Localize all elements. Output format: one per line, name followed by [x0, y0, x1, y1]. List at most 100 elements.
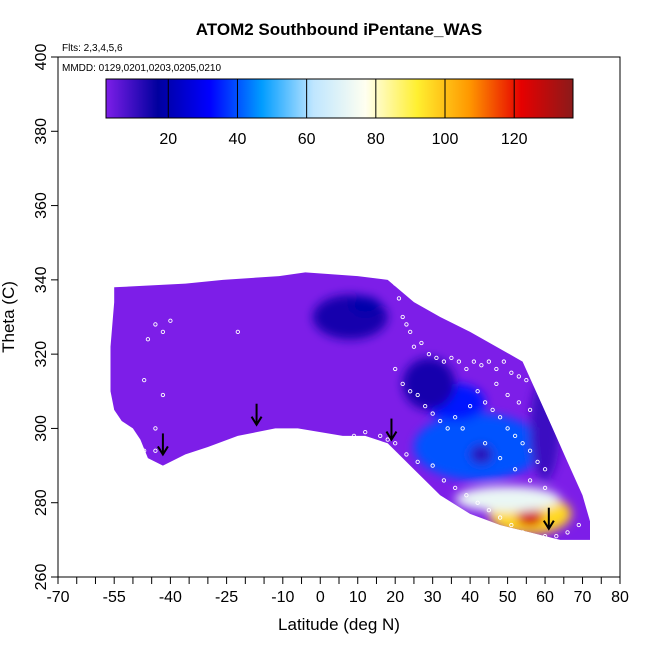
- observation-point: [527, 407, 533, 413]
- x-tick-label: 10: [349, 589, 367, 606]
- y-tick-label: 260: [33, 564, 50, 591]
- observation-point: [542, 533, 548, 539]
- observation-point: [408, 329, 413, 335]
- observation-point: [430, 411, 435, 416]
- tropopause-arrow: [542, 507, 555, 531]
- x-tick-label: 70: [574, 589, 592, 606]
- observation-point: [160, 329, 166, 335]
- observation-point: [153, 448, 158, 453]
- observation-point: [565, 433, 570, 439]
- tropopause-arrow: [385, 418, 398, 442]
- observation-point: [576, 522, 581, 528]
- observation-point: [516, 374, 521, 379]
- x-tick-label: -10: [271, 589, 294, 606]
- observation-point: [393, 441, 398, 446]
- field-features-blurred: [312, 294, 572, 535]
- observation-point: [550, 400, 555, 405]
- observation-point: [486, 359, 492, 364]
- observation-point: [441, 359, 447, 364]
- y-tick-label: 340: [33, 266, 50, 293]
- observation-point: [452, 485, 458, 491]
- observation-point: [385, 270, 390, 275]
- field-feature-dark-core-upper: [350, 296, 381, 316]
- observation-point: [497, 455, 503, 461]
- observation-point: [527, 478, 533, 483]
- observation-point: [509, 370, 514, 375]
- observation-point: [168, 318, 173, 323]
- x-axis-label: Latitude (deg N): [278, 615, 400, 634]
- observation-point: [438, 418, 443, 424]
- observation-point: [497, 515, 503, 520]
- y-tick-label: 380: [33, 118, 50, 145]
- observation-point: [441, 478, 447, 483]
- colorbar-tick-label: 60: [298, 131, 316, 148]
- observation-point: [531, 533, 536, 539]
- y-tick-label: 280: [33, 489, 50, 516]
- observation-point: [524, 377, 529, 383]
- observation-point: [363, 429, 368, 435]
- colorbar-tick-label: 120: [501, 131, 528, 148]
- observation-point: [520, 530, 525, 535]
- observation-point: [482, 400, 488, 405]
- observation-point: [404, 452, 409, 457]
- field-feature-light-band-upper: [455, 486, 561, 512]
- observation-point: [445, 426, 450, 431]
- observation-point: [351, 433, 357, 439]
- observation-point: [408, 389, 413, 394]
- x-tick-label: -70: [46, 589, 69, 606]
- tropopause-arrows: [157, 403, 555, 531]
- observation-point: [400, 314, 405, 320]
- colorbar-tick-label: 20: [159, 131, 177, 148]
- observation-point: [479, 363, 484, 368]
- concentration-field: [110, 272, 590, 540]
- observation-point: [494, 381, 499, 387]
- observation-point: [153, 322, 158, 327]
- x-tick-label: 0: [316, 589, 325, 606]
- observation-point: [415, 392, 420, 398]
- observation-point: [415, 459, 420, 465]
- observation-point: [142, 448, 147, 453]
- observation-point: [160, 392, 166, 398]
- observation-point: [396, 296, 402, 301]
- observation-point: [565, 530, 570, 535]
- y-tick-label: 400: [33, 44, 50, 71]
- observation-point: [456, 359, 462, 364]
- field-feature-peak-core: [516, 508, 544, 527]
- observation-point: [464, 493, 469, 498]
- x-tick-label: 80: [611, 589, 629, 606]
- colorbar-gradient: [105, 78, 574, 119]
- x-tick-label: 20: [386, 589, 404, 606]
- observation-point: [153, 426, 158, 431]
- observation-point: [512, 467, 518, 472]
- observation-point: [434, 355, 439, 361]
- observation-point: [542, 485, 548, 491]
- colorbar-tick-label: 100: [432, 131, 459, 148]
- observation-point: [452, 415, 458, 420]
- x-tick-label: 60: [536, 589, 554, 606]
- observation-point: [505, 392, 510, 398]
- colorbar-tick-label: 80: [367, 131, 385, 148]
- observation-point: [393, 366, 398, 372]
- flights-note: Flts: 2,3,4,5,6: [62, 43, 123, 54]
- observation-point: [531, 366, 536, 372]
- observation-point: [378, 433, 383, 439]
- observation-point: [464, 366, 469, 372]
- y-tick-label: 360: [33, 192, 50, 219]
- observation-point: [467, 403, 473, 409]
- observation-point: [145, 337, 151, 342]
- tropopause-arrow: [250, 403, 263, 427]
- observation-point: [393, 281, 398, 286]
- observation-point: [423, 403, 428, 409]
- observation-point: [494, 366, 499, 372]
- colorbar-ticks: 20 40 60 80 100 120: [159, 79, 528, 148]
- observation-point: [449, 355, 454, 361]
- observation-point: [471, 359, 477, 364]
- x-tick-label: -40: [159, 589, 182, 606]
- field-feature-dark-dot: [470, 445, 493, 464]
- observation-point: [475, 389, 480, 394]
- observation-point: [539, 381, 544, 387]
- x-axis-ticks: -70 -55 -40 -25 -10 0 10 20 30 40 50 60 70 80: [46, 577, 629, 606]
- x-tick-label: 50: [499, 589, 517, 606]
- y-axis-ticks: 260 280 300 320 340 360 380 400: [33, 44, 58, 591]
